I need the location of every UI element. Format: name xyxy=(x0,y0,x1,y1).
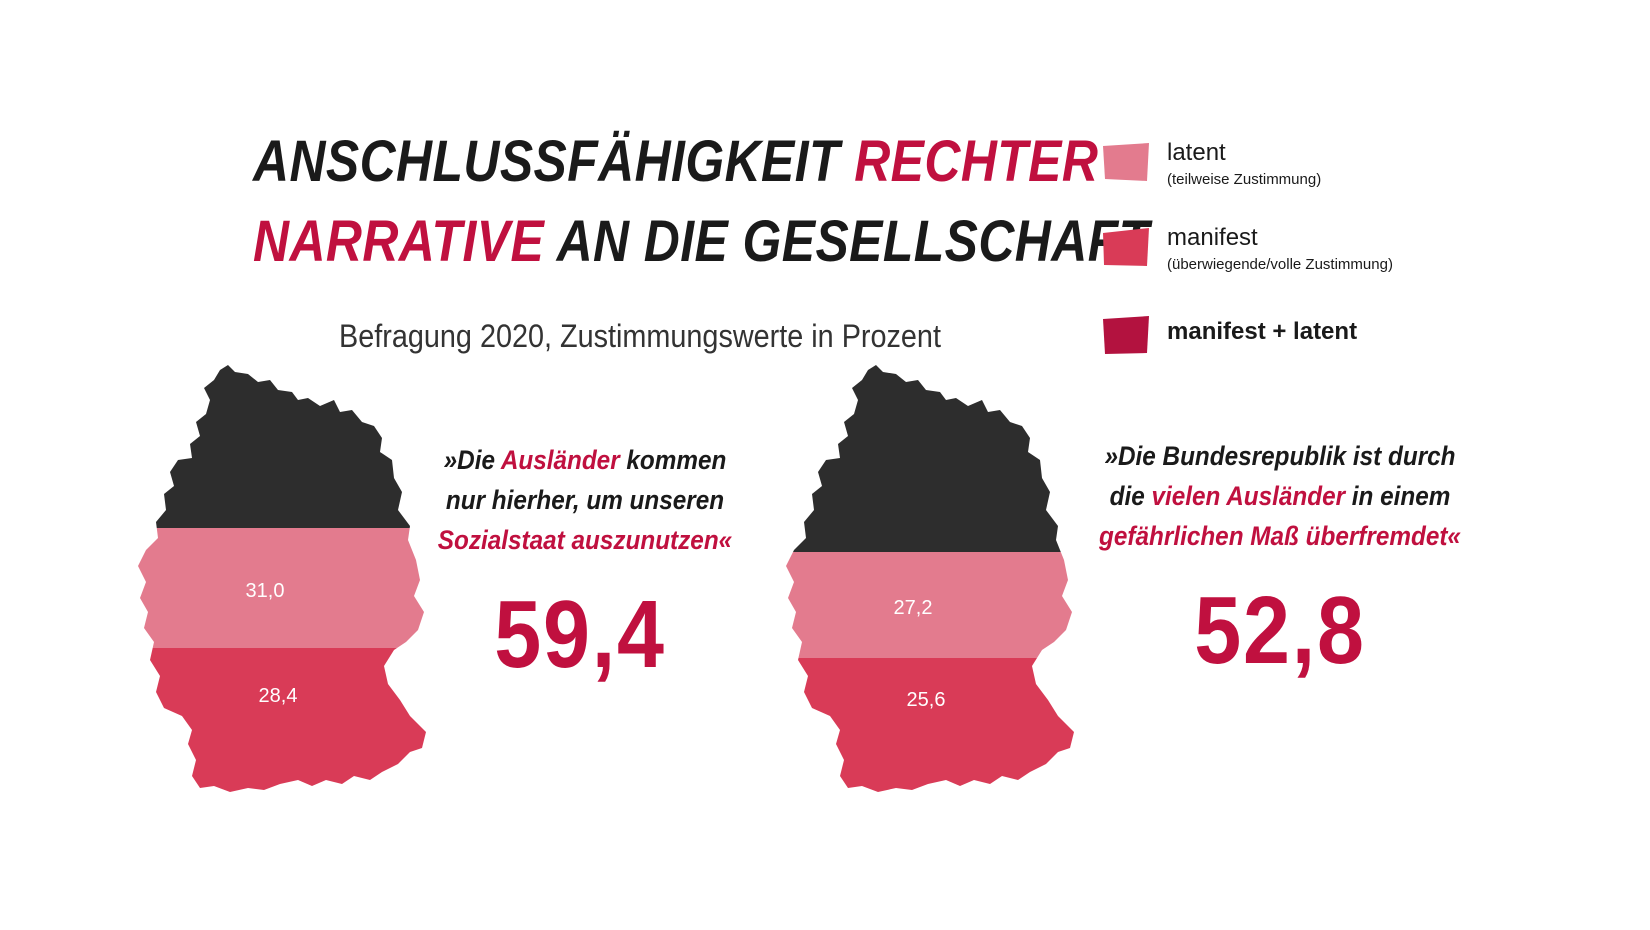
map1-latent-label: 31,0 xyxy=(246,580,285,602)
quote-2-line-2-post: in einem xyxy=(1345,481,1451,511)
legend-swatch-latent xyxy=(1103,143,1149,181)
map1-manifest-label: 28,4 xyxy=(259,685,298,707)
quote-2-line-1: »Die Bundesrepublik ist durch xyxy=(1104,441,1456,471)
legend-label-latent: latent xyxy=(1167,139,1226,166)
quote-1-line-3: Sozialstaat auszunutzen« xyxy=(437,525,733,555)
quote-2: »Die Bundesrepublik ist durch die vielen… xyxy=(1091,436,1469,556)
map2-latent-label: 27,2 xyxy=(894,597,933,619)
quote-1-line-1-pre: »Die xyxy=(443,445,501,475)
quote-1-accent-1: Ausländer xyxy=(500,445,620,475)
quote-2-line-2-pre: die xyxy=(1109,481,1152,511)
legend-note-latent: (teilweise Zustimmung) xyxy=(1167,171,1322,188)
map2-manifest-label: 25,6 xyxy=(907,689,946,711)
quote-2-line-3: gefährlichen Maß überfremdet« xyxy=(1099,521,1461,551)
title-dark-2: AN DIE GESELLSCHAFT xyxy=(556,209,1150,274)
page-title-line-2: NARRATIVE AN DIE GESELLSCHAFT xyxy=(253,208,1149,275)
legend-note-manifest: (überwiegende/volle Zustimmung) xyxy=(1167,256,1393,273)
total-value-2: 52,8 xyxy=(1194,577,1366,684)
legend-label-total: manifest + latent xyxy=(1167,318,1358,345)
legend-label-manifest: manifest xyxy=(1167,224,1258,251)
subtitle: Befragung 2020, Zustimmungswerte in Proz… xyxy=(339,318,941,354)
germany-map-1: 31,0 28,4 xyxy=(138,365,426,792)
total-value-1: 59,4 xyxy=(494,581,666,688)
quote-1: »Die Ausländer kommen nur hierher, um un… xyxy=(437,440,734,560)
map1-band-latent xyxy=(138,528,426,648)
quote-2-accent-2: vielen Ausländer xyxy=(1151,481,1346,511)
quote-1-line-2: nur hierher, um unseren xyxy=(445,485,725,515)
map2-band-manifest xyxy=(786,658,1074,792)
map1-band-manifest xyxy=(138,648,426,792)
page-title-line-1: ANSCHLUSSFÄHIGKEIT RECHTER xyxy=(253,128,1098,195)
map2-band-dark xyxy=(786,365,1074,552)
germany-map-2: 27,2 25,6 xyxy=(786,365,1074,792)
title-dark-1: ANSCHLUSSFÄHIGKEIT xyxy=(253,129,840,194)
title-accent-1: RECHTER xyxy=(854,129,1099,194)
title-accent-2: NARRATIVE xyxy=(253,209,545,274)
quote-1-line-1-post: kommen xyxy=(619,445,727,475)
legend-swatch-manifest xyxy=(1103,228,1149,266)
quote-1-line-1: »Die Ausländer kommen xyxy=(437,440,734,480)
map1-band-dark xyxy=(138,365,426,528)
map2-band-latent xyxy=(786,552,1074,658)
quote-2-line-2: die vielen Ausländer in einem xyxy=(1091,476,1469,516)
legend-swatch-total xyxy=(1103,316,1149,354)
